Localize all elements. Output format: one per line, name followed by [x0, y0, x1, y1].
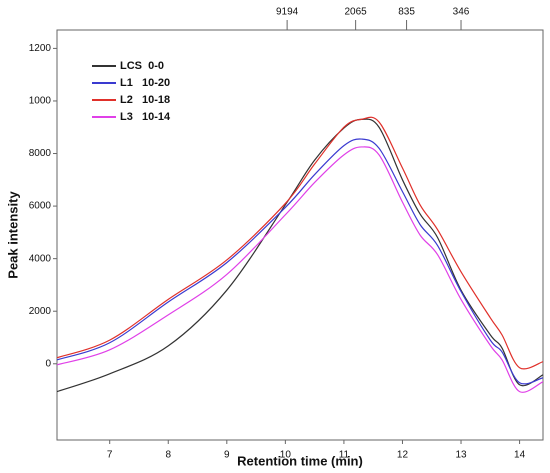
y-axis-title: Peak intensity	[5, 191, 20, 279]
legend-label: L3 10-14	[120, 111, 171, 123]
y-tick-label: 0	[45, 358, 51, 369]
series-line	[57, 138, 543, 385]
y-tick-label: 1200	[29, 43, 52, 54]
x-tick-label: 9	[224, 450, 230, 461]
plot-frame	[56, 29, 544, 441]
x-tick-label: 11	[339, 450, 350, 461]
legend: LCS 0-0 L1 10-20 L2 10-18 L3 10-14	[92, 60, 171, 123]
series-line	[57, 146, 543, 393]
series-line	[57, 116, 543, 370]
y-tick-label: 6000	[29, 201, 52, 212]
x-tick-label: 14	[514, 450, 526, 461]
y-tick-label: 4000	[29, 253, 52, 264]
x-tick-label: 13	[455, 450, 467, 461]
top-tick-label: 9194	[276, 7, 299, 18]
top-tick-label: 835	[398, 7, 415, 18]
y-tick-label: 8000	[29, 148, 52, 159]
x-axis-title: Retention time (min)	[237, 453, 363, 468]
legend-label: L2 10-18	[120, 94, 170, 106]
x-tick-label: 12	[397, 450, 409, 461]
top-tick-label: 2065	[345, 7, 368, 18]
y-tick-label: 2000	[29, 306, 52, 317]
top-tick-label: 346	[453, 7, 470, 18]
legend-label: LCS 0-0	[120, 60, 164, 72]
x-tick-label: 8	[165, 450, 171, 461]
legend-label: L1 10-20	[120, 77, 170, 89]
x-tick-label: 7	[107, 450, 113, 461]
y-tick-label: 1000	[29, 96, 52, 107]
x-tick-label: 10	[280, 450, 292, 461]
series-line	[57, 118, 543, 393]
